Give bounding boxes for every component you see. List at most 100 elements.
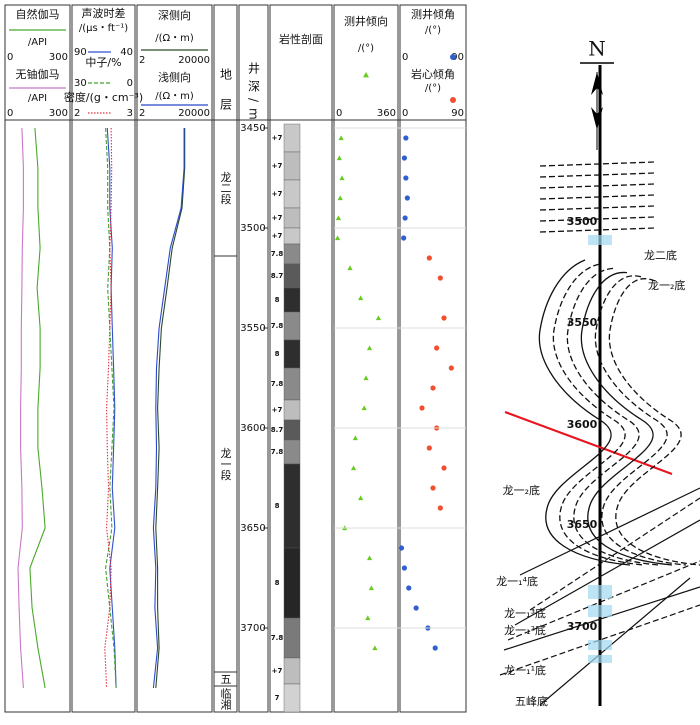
bedding-curve (580, 271, 673, 566)
bedding-curve (552, 263, 645, 566)
core-mark (588, 235, 612, 245)
bedding-curve (566, 267, 659, 566)
track-frame (399, 4, 467, 713)
core-mark (588, 585, 612, 599)
dot-marker (403, 175, 409, 181)
section-depth-label: 3550 (567, 316, 598, 329)
lithology-block (283, 179, 301, 209)
axis-min-label: 2 (139, 108, 145, 119)
dot-marker (402, 215, 408, 221)
lower-bed (519, 487, 700, 576)
lower-bed (514, 519, 700, 626)
section-depth-label: 3600 (567, 418, 598, 431)
axis-max-label: 90 (451, 52, 464, 63)
lithology-code: 8 (275, 350, 280, 358)
dot-marker (413, 605, 419, 611)
triangle-marker (336, 155, 342, 161)
boundary-label: 龙一₂底 (648, 278, 685, 292)
triangle-marker (335, 215, 342, 221)
axis-min-label: 2 (74, 108, 80, 119)
axis-min-label: 0 (336, 108, 342, 119)
bedding-dash (539, 227, 656, 233)
triangle-marker (372, 645, 378, 651)
lithology-code: 8 (275, 296, 280, 304)
lithology-code: 7.8 (271, 448, 284, 456)
lithology-code: 7.8 (271, 250, 284, 258)
boundary-label: 龙一₁²底 (504, 623, 546, 637)
lithology-code: 7 (275, 694, 280, 702)
boundary-label: 龙一₁³底 (504, 606, 546, 620)
triangle-marker (366, 345, 373, 351)
log-curve (104, 127, 113, 689)
core-mark (588, 655, 612, 663)
lithology-code: 8.7 (271, 272, 284, 280)
series-unit: /(°) (425, 25, 441, 36)
boundary-label: 五峰底 (515, 694, 548, 708)
track-frame (136, 4, 213, 713)
dot-marker (401, 155, 407, 161)
dot-marker (426, 445, 432, 451)
series-name: 测井倾向 (344, 14, 388, 28)
triangle-marker (350, 465, 357, 471)
triangle-marker (358, 295, 364, 301)
series-name: 测井倾角 (411, 7, 455, 21)
axis-min-label: 0 (402, 52, 408, 63)
lithology-code: 7.8 (271, 380, 284, 388)
triangle-marker (339, 175, 345, 181)
series-unit: /API (28, 37, 47, 48)
bedding-curve (594, 275, 687, 566)
lower-bed (499, 604, 700, 676)
series-name: 岩心倾角 (411, 67, 455, 81)
dot-marker (430, 385, 436, 391)
lithology-code: +7 (272, 214, 283, 222)
series-name: 声波时差 (82, 6, 126, 20)
lithology-block (283, 439, 301, 465)
series-name: 浅侧向 (158, 70, 191, 84)
triangle-marker (347, 265, 353, 271)
formation-label: 临湘 (219, 687, 232, 710)
depth-tick-label: 3550 (240, 323, 265, 334)
series-unit: /(μs・ft⁻¹) (79, 23, 128, 34)
triangle-marker (363, 72, 369, 78)
lithology-block (283, 463, 301, 549)
dot-marker (398, 545, 405, 551)
dot-marker (434, 345, 440, 351)
bedding-curve (538, 259, 631, 566)
strata-header: 地层 (219, 68, 233, 128)
depth-tick-label: 3700 (240, 623, 265, 634)
dot-marker (403, 135, 409, 141)
axis-min-label: 0 (7, 52, 13, 63)
core-mark (588, 605, 612, 617)
triangle-marker (375, 315, 382, 321)
lithology-block (283, 123, 301, 153)
depth-tick-label: 3500 (240, 223, 265, 234)
section-diagram: N35003550360036503700龙二底龙一₂底龙一₂底龙一₁⁴底龙一₁… (496, 37, 700, 708)
axis-min-label: 30 (74, 78, 87, 89)
depth-tick-label: 3600 (240, 423, 265, 434)
lithology-code: +7 (272, 134, 283, 142)
triangle-marker (363, 375, 369, 381)
series-unit: /(Ω・m) (155, 91, 194, 102)
lithology-block (283, 207, 301, 229)
dot-marker (441, 315, 447, 321)
dot-marker (404, 195, 410, 201)
axis-max-label: 360 (377, 108, 396, 119)
lower-bed (507, 560, 700, 641)
dot-marker (450, 54, 456, 60)
log-curve (29, 127, 46, 689)
axis-min-label: 2 (139, 55, 145, 66)
series-name: 自然伽马 (16, 7, 60, 21)
track-frame (269, 4, 333, 713)
log-curve (152, 128, 185, 689)
depth-tick-label: 3650 (240, 523, 265, 534)
lithology-block (283, 419, 301, 441)
bedding-dash (539, 205, 656, 211)
dot-marker (437, 505, 443, 511)
axis-min-label: 90 (74, 47, 87, 58)
track-frame (4, 4, 71, 713)
bedding-dash (539, 161, 656, 167)
series-unit: /API (28, 93, 47, 104)
log-curve (155, 128, 186, 689)
axis-max-label: 0 (127, 78, 133, 89)
